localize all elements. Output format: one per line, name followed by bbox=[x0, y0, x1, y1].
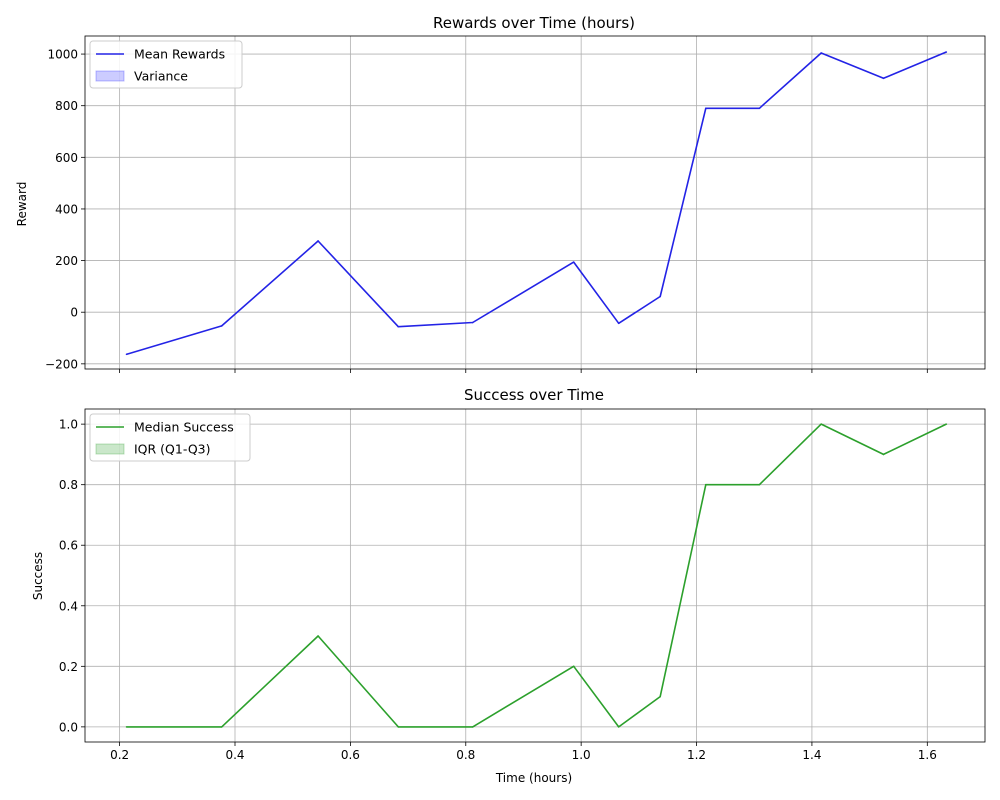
success-x-tick-label: 1.6 bbox=[918, 748, 937, 762]
success-y-tick-label: 0.4 bbox=[59, 599, 78, 613]
rewards-y-tick-label: 600 bbox=[55, 151, 78, 165]
rewards-panel: Rewards over Time (hours) Reward −200 0 20… bbox=[15, 14, 986, 373]
success-data-point bbox=[882, 453, 885, 456]
rewards-legend-band-swatch bbox=[95, 70, 125, 82]
success-data-point bbox=[125, 726, 128, 728]
rewards-data-point bbox=[882, 77, 885, 80]
success-y-axis-label: Success bbox=[31, 552, 45, 600]
rewards-data-point bbox=[945, 51, 948, 53]
rewards-data-point bbox=[125, 353, 128, 356]
success-y-tick-label: 0.8 bbox=[59, 478, 78, 492]
success-x-tick-label: 0.2 bbox=[110, 748, 129, 762]
rewards-legend-label: Variance bbox=[134, 69, 188, 84]
rewards-data-point bbox=[820, 52, 822, 54]
rewards-data-point bbox=[758, 107, 761, 110]
rewards-y-tick-label: 200 bbox=[55, 254, 78, 268]
rewards-title: Rewards over Time (hours) bbox=[433, 14, 635, 32]
rewards-data-point bbox=[220, 325, 223, 327]
rewards-data-point bbox=[572, 261, 575, 263]
success-data-point bbox=[704, 483, 707, 486]
success-x-tick-label: 1.4 bbox=[802, 748, 821, 762]
success-x-tick-label: 0.8 bbox=[456, 748, 475, 762]
success-axes-frame bbox=[84, 408, 986, 743]
success-data-point bbox=[471, 726, 474, 728]
success-y-tick-label: 1.0 bbox=[59, 418, 78, 432]
rewards-y-tick-label: 1000 bbox=[47, 48, 78, 62]
success-data-point bbox=[572, 665, 575, 668]
success-legend-label: IQR (Q1-Q3) bbox=[134, 442, 211, 457]
success-legend-box bbox=[89, 413, 251, 462]
rewards-axes-frame bbox=[84, 35, 986, 370]
success-data-point bbox=[945, 423, 948, 425]
success-x-tick-label: 1.0 bbox=[572, 748, 591, 762]
success-y-tick-label: 0.2 bbox=[59, 660, 78, 674]
success-data-point bbox=[397, 726, 400, 728]
success-x-tick-label: 0.4 bbox=[225, 748, 244, 762]
rewards-y-axis-label: Reward bbox=[15, 182, 29, 227]
success-data-point bbox=[220, 726, 223, 728]
success-data-point bbox=[317, 635, 319, 637]
success-data-point bbox=[617, 726, 620, 728]
success-x-tick-label: 0.6 bbox=[341, 748, 360, 762]
rewards-data-point bbox=[704, 107, 707, 110]
success-data-point bbox=[758, 483, 761, 486]
success-legend: Median Success IQR (Q1-Q3) bbox=[89, 413, 251, 462]
success-title: Success over Time bbox=[464, 386, 604, 404]
success-data-point bbox=[659, 695, 661, 698]
rewards-y-tick-label: 800 bbox=[55, 99, 78, 113]
success-legend-label: Median Success bbox=[134, 420, 234, 435]
rewards-legend-box bbox=[89, 40, 243, 89]
rewards-legend: Mean Rewards Variance bbox=[89, 40, 243, 89]
rewards-y-tick-label: −200 bbox=[45, 357, 78, 371]
rewards-data-point bbox=[659, 295, 661, 298]
rewards-y-tick-label: 400 bbox=[55, 202, 78, 216]
success-x-tick-label: 1.2 bbox=[687, 748, 706, 762]
rewards-data-point bbox=[317, 240, 319, 242]
rewards-data-point bbox=[397, 325, 400, 328]
success-x-axis-label: Time (hours) bbox=[495, 771, 572, 785]
success-legend-band-swatch bbox=[95, 443, 125, 455]
success-data-point bbox=[820, 423, 822, 425]
rewards-data-point bbox=[617, 322, 620, 325]
rewards-data-point bbox=[471, 321, 474, 324]
rewards-grid bbox=[85, 36, 985, 369]
rewards-y-tick-label: 0 bbox=[70, 306, 78, 320]
success-y-tick-label: 0.6 bbox=[59, 539, 78, 553]
rewards-legend-label: Mean Rewards bbox=[134, 47, 225, 62]
success-y-tick-label: 0.0 bbox=[59, 720, 78, 734]
success-panel: Success over Time Success Time (hours) 0… bbox=[31, 386, 986, 785]
